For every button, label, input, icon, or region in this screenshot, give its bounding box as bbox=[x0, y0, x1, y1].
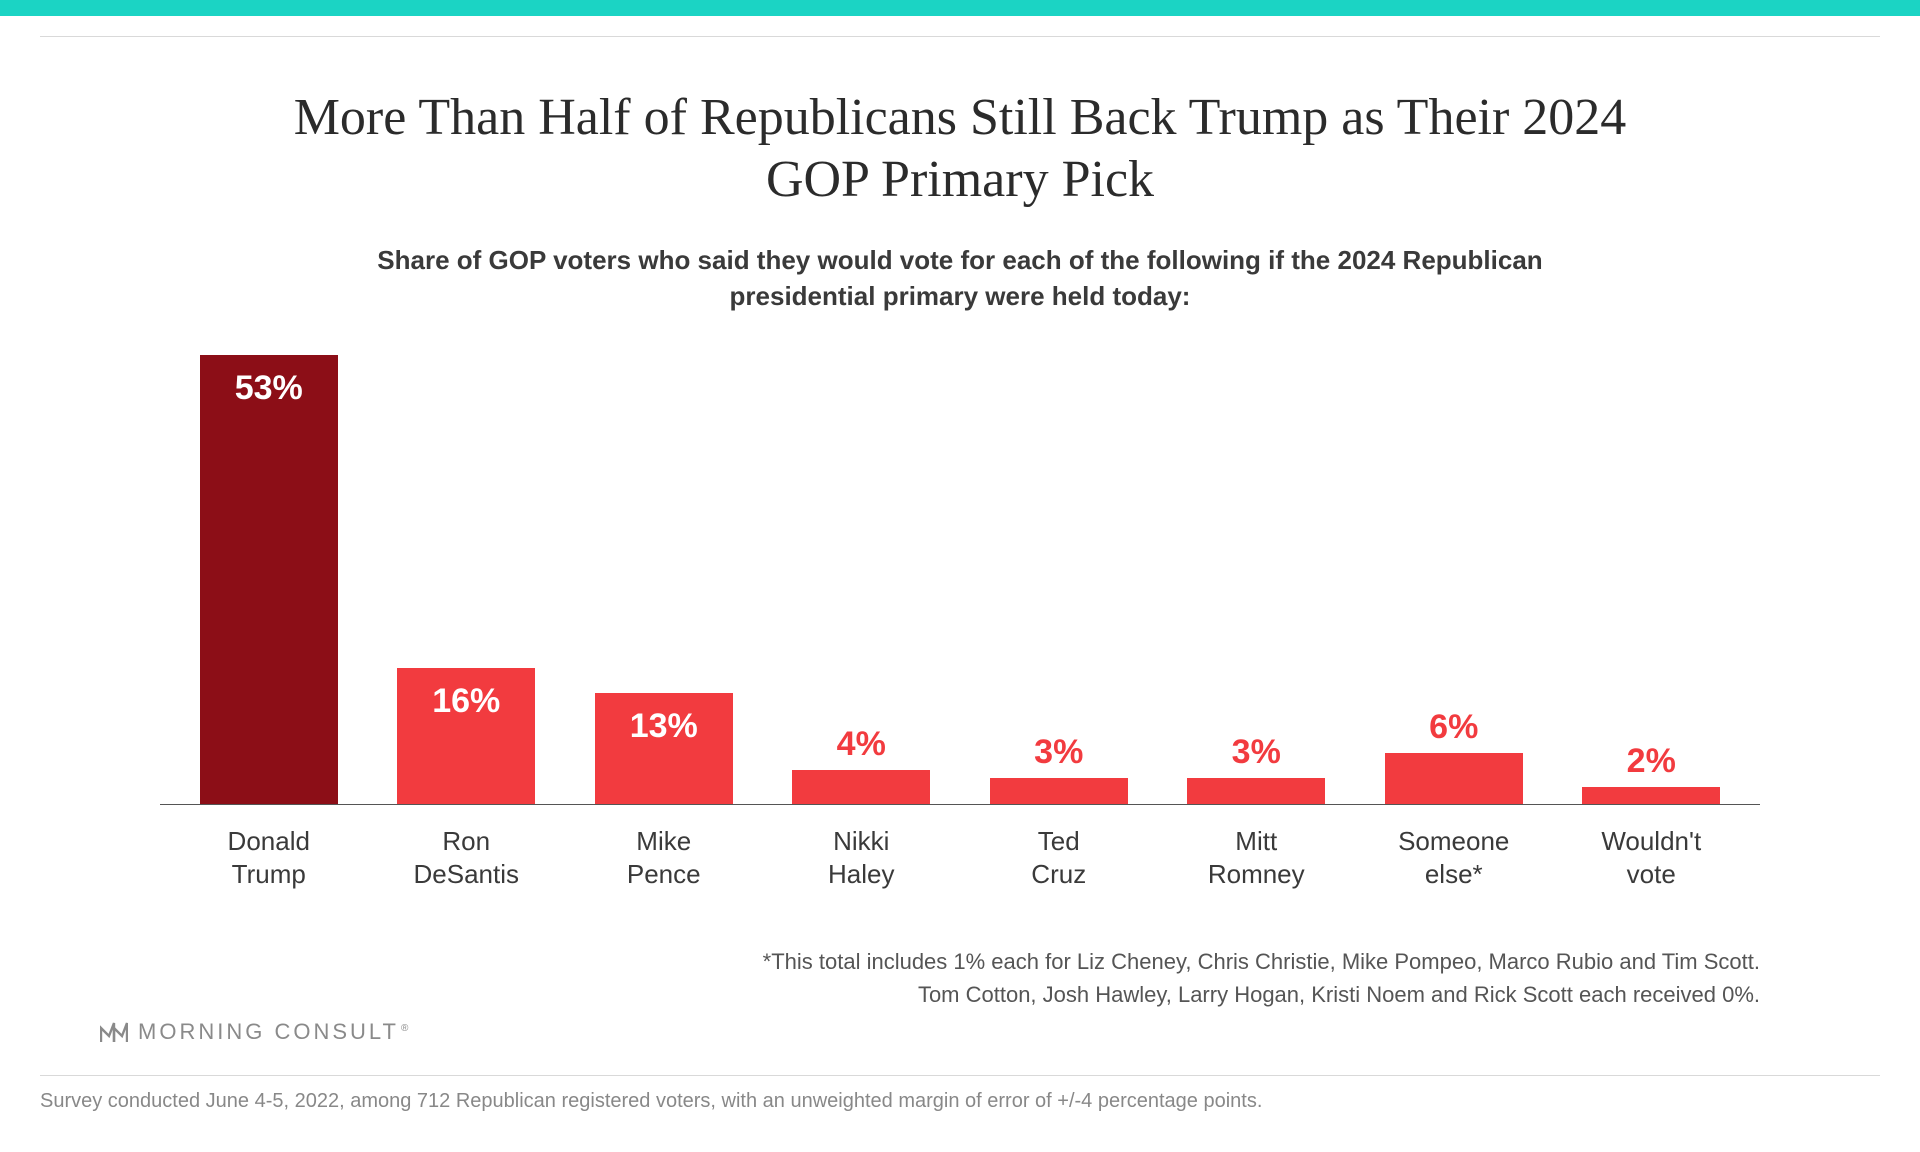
accent-band bbox=[0, 0, 1920, 16]
bar-slot: 6% bbox=[1355, 355, 1553, 804]
bar: 53% bbox=[200, 355, 338, 804]
brand-logo: MORNING CONSULT® bbox=[100, 1019, 411, 1045]
bar-slot: 4% bbox=[763, 355, 961, 804]
bar-slot: 53% bbox=[170, 355, 368, 804]
x-axis-labels: DonaldTrumpRonDeSantisMikePenceNikkiHale… bbox=[160, 815, 1760, 915]
bar-value-label: 16% bbox=[397, 682, 535, 721]
methodology-note: Survey conducted June 4-5, 2022, among 7… bbox=[40, 1090, 1880, 1113]
bar bbox=[792, 770, 930, 804]
brand-icon-path bbox=[114, 1023, 127, 1042]
x-axis-label: Wouldn'tvote bbox=[1553, 825, 1751, 915]
footnote-line: *This total includes 1% each for Liz Che… bbox=[160, 945, 1760, 978]
bar-value-label: 53% bbox=[200, 369, 338, 408]
bar-value-label: 3% bbox=[1232, 733, 1281, 772]
bar-value-label: 13% bbox=[595, 707, 733, 746]
bar bbox=[1582, 787, 1720, 804]
bar-slot: 13% bbox=[565, 355, 763, 804]
bar bbox=[1187, 778, 1325, 803]
bar-slot: 2% bbox=[1553, 355, 1751, 804]
x-axis-label: NikkiHaley bbox=[763, 825, 961, 915]
x-axis-label: Someoneelse* bbox=[1355, 825, 1553, 915]
chart-title: More Than Half of Republicans Still Back… bbox=[260, 87, 1660, 212]
bar-value-label: 4% bbox=[837, 725, 886, 764]
brand-icon bbox=[100, 1021, 128, 1043]
bar-slot: 16% bbox=[368, 355, 566, 804]
brand-icon-path bbox=[101, 1023, 114, 1042]
x-axis-label: RonDeSantis bbox=[368, 825, 566, 915]
chart-subtitle: Share of GOP voters who said they would … bbox=[335, 242, 1585, 315]
bar bbox=[990, 778, 1128, 803]
bar: 13% bbox=[595, 693, 733, 803]
bars-container: 53% 16% 13% 4% 3% 3% 6% 2% bbox=[160, 355, 1760, 804]
bar-chart: 53% 16% 13% 4% 3% 3% 6% 2% DonaldTrumpRonDeSant… bbox=[160, 355, 1760, 915]
plot-area: 53% 16% 13% 4% 3% 3% 6% 2% bbox=[160, 355, 1760, 805]
chart-footnote: *This total includes 1% each for Liz Che… bbox=[160, 945, 1760, 1011]
bar-value-label: 2% bbox=[1627, 742, 1676, 781]
bar-slot: 3% bbox=[1158, 355, 1356, 804]
bar-value-label: 6% bbox=[1429, 708, 1478, 747]
x-axis-label: TedCruz bbox=[960, 825, 1158, 915]
brand-text: MORNING CONSULT® bbox=[138, 1019, 411, 1045]
bar: 16% bbox=[397, 668, 535, 804]
bar-value-label: 3% bbox=[1034, 733, 1083, 772]
chart-frame: More Than Half of Republicans Still Back… bbox=[40, 36, 1880, 1076]
footnote-line: Tom Cotton, Josh Hawley, Larry Hogan, Kr… bbox=[160, 978, 1760, 1011]
x-axis-label: DonaldTrump bbox=[170, 825, 368, 915]
bar-slot: 3% bbox=[960, 355, 1158, 804]
bar bbox=[1385, 753, 1523, 804]
x-axis-label: MikePence bbox=[565, 825, 763, 915]
x-axis-label: MittRomney bbox=[1158, 825, 1356, 915]
